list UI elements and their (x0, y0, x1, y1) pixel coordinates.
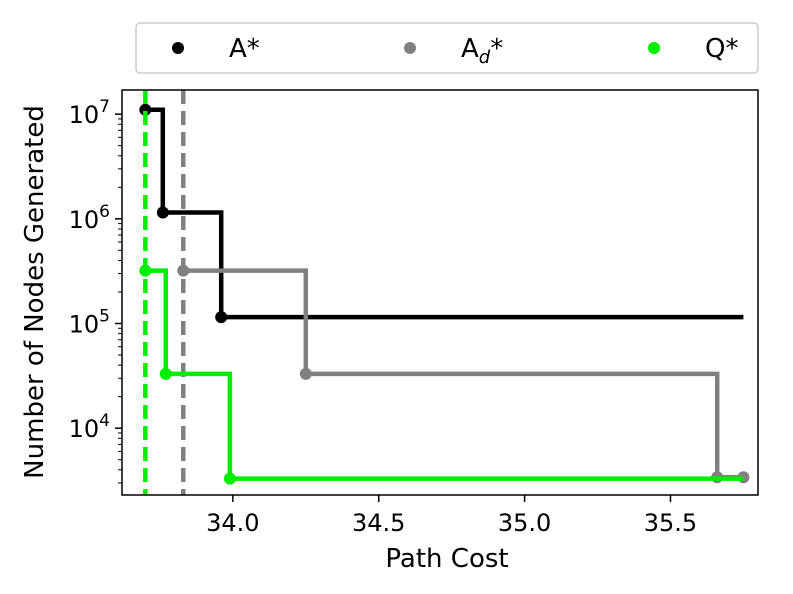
legend: A* Ad* Q* (135, 22, 759, 74)
x-tick-label: 35.5 (644, 509, 697, 537)
legend-marker-a (172, 42, 184, 54)
series-line-a (145, 107, 744, 320)
data-point-a (215, 311, 228, 324)
x-tick-label: 35.0 (498, 509, 551, 537)
y-axis-label: Number of Nodes Generated (20, 105, 50, 479)
y-tick-label: 106 (69, 202, 110, 234)
y-tick-label: 104 (69, 411, 110, 443)
legend-label-q: Q* (705, 34, 738, 64)
data-point-a (139, 103, 152, 116)
data-point-q (223, 472, 236, 485)
series-line-ad (183, 268, 744, 480)
data-point-q (139, 264, 152, 277)
data-point-q (159, 367, 172, 380)
legend-label-ad: Ad* (461, 34, 503, 68)
data-point-a (156, 206, 169, 219)
legend-marker-ad (404, 42, 416, 54)
legend-marker-q (648, 42, 660, 54)
legend-frame (135, 22, 759, 74)
plot-area-frame (121, 89, 759, 496)
y-tick-label: 105 (69, 306, 110, 338)
x-axis-label: Path Cost (385, 544, 508, 574)
data-point-ad (299, 367, 312, 380)
x-tick-label: 34.0 (206, 509, 259, 537)
series-line-q (145, 268, 744, 481)
data-point-ad (177, 264, 190, 277)
y-tick-label: 107 (69, 97, 110, 129)
legend-label-a: A* (229, 34, 260, 64)
x-tick-label: 34.5 (352, 509, 405, 537)
